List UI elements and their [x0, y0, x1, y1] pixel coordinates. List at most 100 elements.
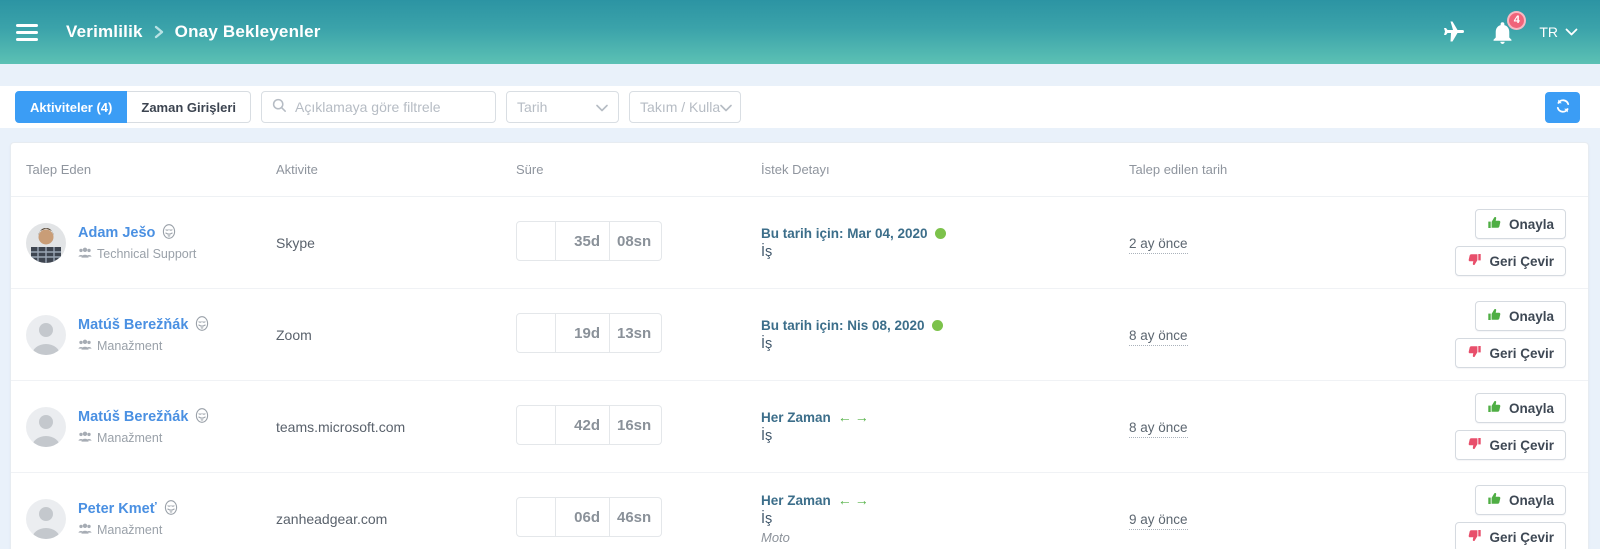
refresh-button[interactable]	[1545, 91, 1580, 123]
column-header-duration: Süre	[516, 162, 544, 177]
duration-hours-box	[516, 405, 556, 445]
approve-button[interactable]: Onayla	[1474, 301, 1566, 331]
always-arrows-icon: ←→	[837, 409, 872, 425]
requester-name[interactable]: Adam Ješo	[78, 225, 156, 241]
requester-name[interactable]: Matúš Berežňák	[78, 409, 189, 425]
chevron-down-icon	[720, 99, 732, 115]
requester-cell: Matúš Berežňák	[26, 305, 276, 365]
search-input[interactable]	[295, 99, 486, 115]
duration-minutes-box: 06d	[556, 497, 610, 537]
duration-seconds-box: 08sn	[610, 221, 662, 261]
breadcrumb-current: Onay Bekleyenler	[174, 22, 321, 41]
date-filter-placeholder: Tarih	[517, 99, 548, 115]
duration-hours-box	[516, 313, 556, 353]
requested-date[interactable]: 9 ay önce	[1129, 511, 1188, 530]
duration-seconds-box: 13sn	[610, 313, 662, 353]
duration-minutes-box: 42d	[556, 405, 610, 445]
refresh-icon	[1555, 98, 1571, 117]
table-body: Adam Ješo	[11, 197, 1588, 549]
detail-primary-text: Her Zaman	[761, 492, 831, 508]
language-selector[interactable]: TR	[1539, 24, 1578, 40]
anonymous-mask-icon	[163, 499, 179, 519]
tab-activities[interactable]: Aktiviteler (4)	[15, 91, 128, 123]
activity-cell: zanheadgear.com	[276, 510, 388, 527]
duration-hours-box	[516, 497, 556, 537]
notifications-bell-icon[interactable]: 4	[1490, 10, 1527, 45]
notification-count-badge: 4	[1507, 10, 1527, 30]
tab-time-entries[interactable]: Zaman Girişleri	[127, 91, 252, 123]
date-filter-select[interactable]: Tarih	[506, 91, 620, 123]
project-label: İş	[761, 243, 773, 260]
requested-date-cell: 2 ay önce	[1129, 235, 1188, 254]
duration-seconds-box: 16sn	[610, 405, 662, 445]
breadcrumb: Verimlilik Onay Bekleyenler	[66, 22, 321, 42]
requester-name[interactable]: Peter Kmeť	[78, 501, 157, 517]
approve-button[interactable]: Onayla	[1474, 209, 1566, 239]
requested-date-cell: 8 ay önce	[1129, 327, 1188, 346]
request-detail-cell: Her Zaman ←→ İş Moto	[761, 480, 1129, 549]
actions-cell: Onayla Geri Çevir	[1429, 289, 1588, 380]
column-header-activity: Aktivite	[276, 162, 318, 177]
description-filter-box	[261, 91, 497, 123]
chevron-down-icon	[1565, 24, 1578, 40]
duration-cell: 19d 13sn	[516, 313, 761, 356]
avatar[interactable]	[26, 406, 66, 447]
requested-date[interactable]: 2 ay önce	[1129, 235, 1188, 254]
reject-button[interactable]: Geri Çevir	[1455, 338, 1566, 368]
reject-label: Geri Çevir	[1489, 437, 1554, 453]
requested-date[interactable]: 8 ay önce	[1129, 419, 1188, 438]
activity-cell: teams.microsoft.com	[276, 418, 406, 435]
avatar[interactable]	[26, 314, 66, 355]
project-label: İş	[761, 511, 773, 527]
breadcrumb-parent[interactable]: Verimlilik	[66, 22, 143, 41]
team-users-icon	[78, 522, 92, 538]
request-detail-cell: Bu tarih için: Nis 08, 2020 ←→ İş	[761, 306, 1129, 364]
actions-cell: Onayla Geri Çevir	[1429, 197, 1588, 288]
pending-approvals-card: Talep Eden Aktivite Süre İstek Detayı Ta…	[10, 142, 1589, 549]
duration-widget: 35d 08sn	[516, 221, 662, 261]
reject-button[interactable]: Geri Çevir	[1455, 246, 1566, 276]
table-row: Matúš Berežňák	[11, 381, 1588, 473]
airplane-icon[interactable]	[1442, 20, 1466, 44]
approve-button[interactable]: Onayla	[1474, 485, 1566, 515]
requested-date[interactable]: 8 ay önce	[1129, 327, 1188, 346]
hamburger-menu-icon[interactable]	[16, 23, 38, 41]
table-row: Adam Ješo	[11, 197, 1588, 289]
duration-widget: 42d 16sn	[516, 405, 662, 445]
anonymous-mask-icon	[161, 223, 177, 243]
requester-role: Technical Support	[97, 247, 197, 261]
requester-role: Manažment	[97, 431, 163, 445]
avatar[interactable]	[26, 498, 66, 539]
request-detail-cell: Her Zaman ←→ İş	[761, 397, 1129, 456]
requester-role: Manažment	[97, 523, 163, 537]
requester-role: Manažment	[97, 339, 163, 353]
reject-label: Geri Çevir	[1489, 529, 1554, 545]
project-label: İş	[761, 428, 773, 444]
team-users-icon	[78, 246, 92, 262]
always-arrows-icon: ←→	[837, 492, 872, 508]
team-user-filter-select[interactable]: Takım / Kulla	[629, 91, 742, 123]
activity-cell: Skype	[276, 234, 315, 251]
reject-button[interactable]: Geri Çevir	[1455, 430, 1566, 460]
column-header-requested-date: Talep edilen tarih	[1129, 162, 1228, 177]
search-icon	[272, 98, 287, 116]
approve-label: Onayla	[1508, 216, 1554, 232]
duration-seconds-box: 46sn	[610, 497, 662, 537]
detail-primary-text: Bu tarih için: Nis 08, 2020	[761, 317, 925, 333]
team-users-icon	[78, 338, 92, 354]
requester-name[interactable]: Matúš Berežňák	[78, 317, 189, 333]
table-header-row: Talep Eden Aktivite Süre İstek Detayı Ta…	[11, 143, 1588, 197]
language-label: TR	[1539, 24, 1558, 40]
approve-button[interactable]: Onayla	[1474, 393, 1566, 423]
requested-date-cell: 9 ay önce	[1129, 511, 1188, 530]
reject-button[interactable]: Geri Çevir	[1455, 522, 1566, 549]
view-tabs: Aktiviteler (4) Zaman Girişleri	[15, 91, 252, 123]
chevron-right-icon	[153, 25, 165, 39]
approve-label: Onayla	[1508, 400, 1554, 416]
reject-label: Geri Çevir	[1489, 253, 1554, 269]
duration-widget: 19d 13sn	[516, 313, 662, 353]
thumb-up-icon	[1487, 399, 1502, 417]
chevron-down-icon	[596, 99, 608, 115]
requester-cell: Peter Kmeť	[26, 489, 276, 549]
avatar[interactable]	[26, 222, 66, 263]
